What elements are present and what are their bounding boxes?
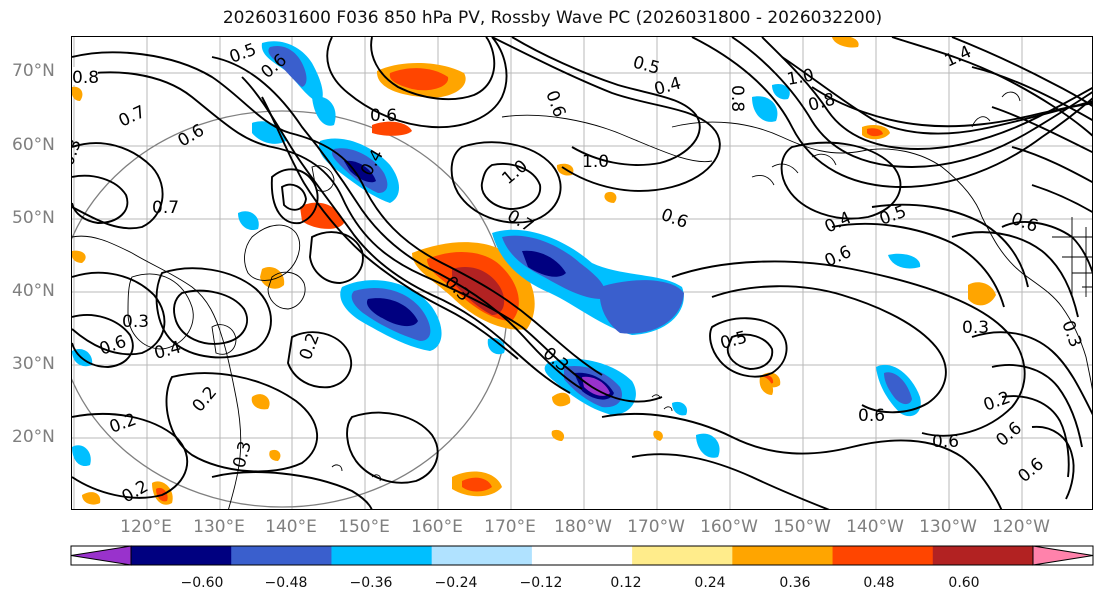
lat-label-60n: 60°N [12, 135, 55, 155]
contour-label: 1.0 [582, 152, 609, 172]
colorbar-tick-label: −0.60 [180, 575, 224, 591]
contour-label: 1.0 [785, 66, 815, 90]
colorbar-segment [531, 546, 633, 565]
lon-label-120e: 120°E [120, 517, 172, 537]
colorbar-segments [70, 545, 1094, 566]
lon-label-140e: 140°E [265, 517, 317, 537]
lat-label-40n: 40°N [12, 281, 55, 301]
colorbar-segment [131, 546, 232, 565]
lon-label-130e: 130°E [193, 517, 245, 537]
lon-label-160e: 160°E [411, 517, 463, 537]
map-canvas: 0.8 0.7 0.6 0.3 0.7 0.3 0.6 0.4 0.2 0.2 … [72, 37, 1092, 509]
contour-label: 0.6 [658, 205, 690, 233]
colorbar-segment [231, 546, 332, 565]
colorbar-tick-label: −0.24 [434, 575, 478, 591]
contour-label: 0.3 [1057, 318, 1085, 350]
lon-label-150w: 150°W [773, 517, 831, 537]
contour-label: 0.5 [227, 40, 259, 68]
contour-label: 0.6 [992, 418, 1026, 451]
lat-label-20n: 20°N [12, 427, 55, 447]
colorbar-extend-max [1032, 545, 1094, 566]
lon-label-160w: 160°W [700, 517, 758, 537]
colorbar-tick-label: −0.12 [519, 575, 563, 591]
lat-label-70n: 70°N [12, 61, 55, 81]
lon-label-140w: 140°W [846, 517, 904, 537]
contour-label: 0.6 [858, 406, 885, 426]
colorbar-tick-label: 0.48 [863, 575, 895, 591]
colorbar-segment [431, 546, 533, 565]
contour-label: 0.6 [370, 106, 397, 126]
map-panel: 0.8 0.7 0.6 0.3 0.7 0.3 0.6 0.4 0.2 0.2 … [71, 36, 1093, 510]
colorbar-frame [130, 545, 1034, 566]
colorbar-tick-label: −0.48 [264, 575, 308, 591]
contour-label: 0.5 [718, 328, 749, 354]
contour-label: 0.7 [152, 198, 179, 218]
contour-label: 0.7 [116, 102, 149, 132]
colorbar-tick-label: 0.24 [694, 575, 726, 591]
contour-label: 0.2 [189, 383, 222, 417]
lon-label-170w: 170°W [627, 517, 685, 537]
contour-label: 0.3 [72, 136, 86, 168]
contour-label: 0.8 [806, 90, 837, 116]
map-title: 2026031600 F036 850 hPa PV, Rossby Wave … [222, 8, 883, 28]
colorbar-tick-label: −0.36 [349, 575, 393, 591]
colorbar-segment [932, 546, 1034, 565]
pv-contours [72, 37, 1092, 509]
contour-label: 0.3 [230, 439, 256, 470]
contour-label: 0.3 [962, 318, 989, 338]
lon-label-150e: 150°E [338, 517, 390, 537]
graticule [72, 37, 1092, 509]
colorbar-segment [331, 546, 433, 565]
colorbar-tick-label: 0.36 [779, 575, 811, 591]
lon-label-120w: 120°W [992, 517, 1050, 537]
contour-label: 0.6 [175, 120, 208, 151]
colorbar-extend-min [70, 545, 132, 566]
contour-label: 1.0 [498, 156, 532, 189]
colorbar-segment [732, 546, 834, 565]
lon-label-180w: 180°W [554, 517, 612, 537]
contour-label: 0.2 [296, 330, 324, 362]
contour-label: 0.6 [1008, 209, 1040, 237]
contour-label: 0.6 [1014, 454, 1048, 487]
colorbar-tick-label: 0.60 [948, 575, 980, 591]
lon-label-170e: 170°E [484, 517, 536, 537]
lat-label-30n: 30°N [12, 354, 55, 374]
contour-label: 0.6 [822, 242, 855, 272]
lat-label-50n: 50°N [12, 208, 55, 228]
colorbar-segment [632, 546, 733, 565]
contour-label: 0.6 [97, 332, 129, 360]
contour-label: 0.4 [822, 208, 855, 238]
coastlines [72, 91, 1092, 509]
contour-label: 0.6 [932, 432, 959, 452]
lon-label-130w: 130°W [919, 517, 977, 537]
contour-label: 0.8 [727, 85, 747, 112]
colorbar-tick-label: 0.12 [610, 575, 642, 591]
contour-label: 1.4 [942, 42, 975, 72]
contour-label: 0.3 [122, 312, 149, 332]
colorbar-segment [832, 546, 934, 565]
contour-label: 0.8 [72, 68, 99, 88]
contour-label: 0.6 [541, 88, 569, 120]
